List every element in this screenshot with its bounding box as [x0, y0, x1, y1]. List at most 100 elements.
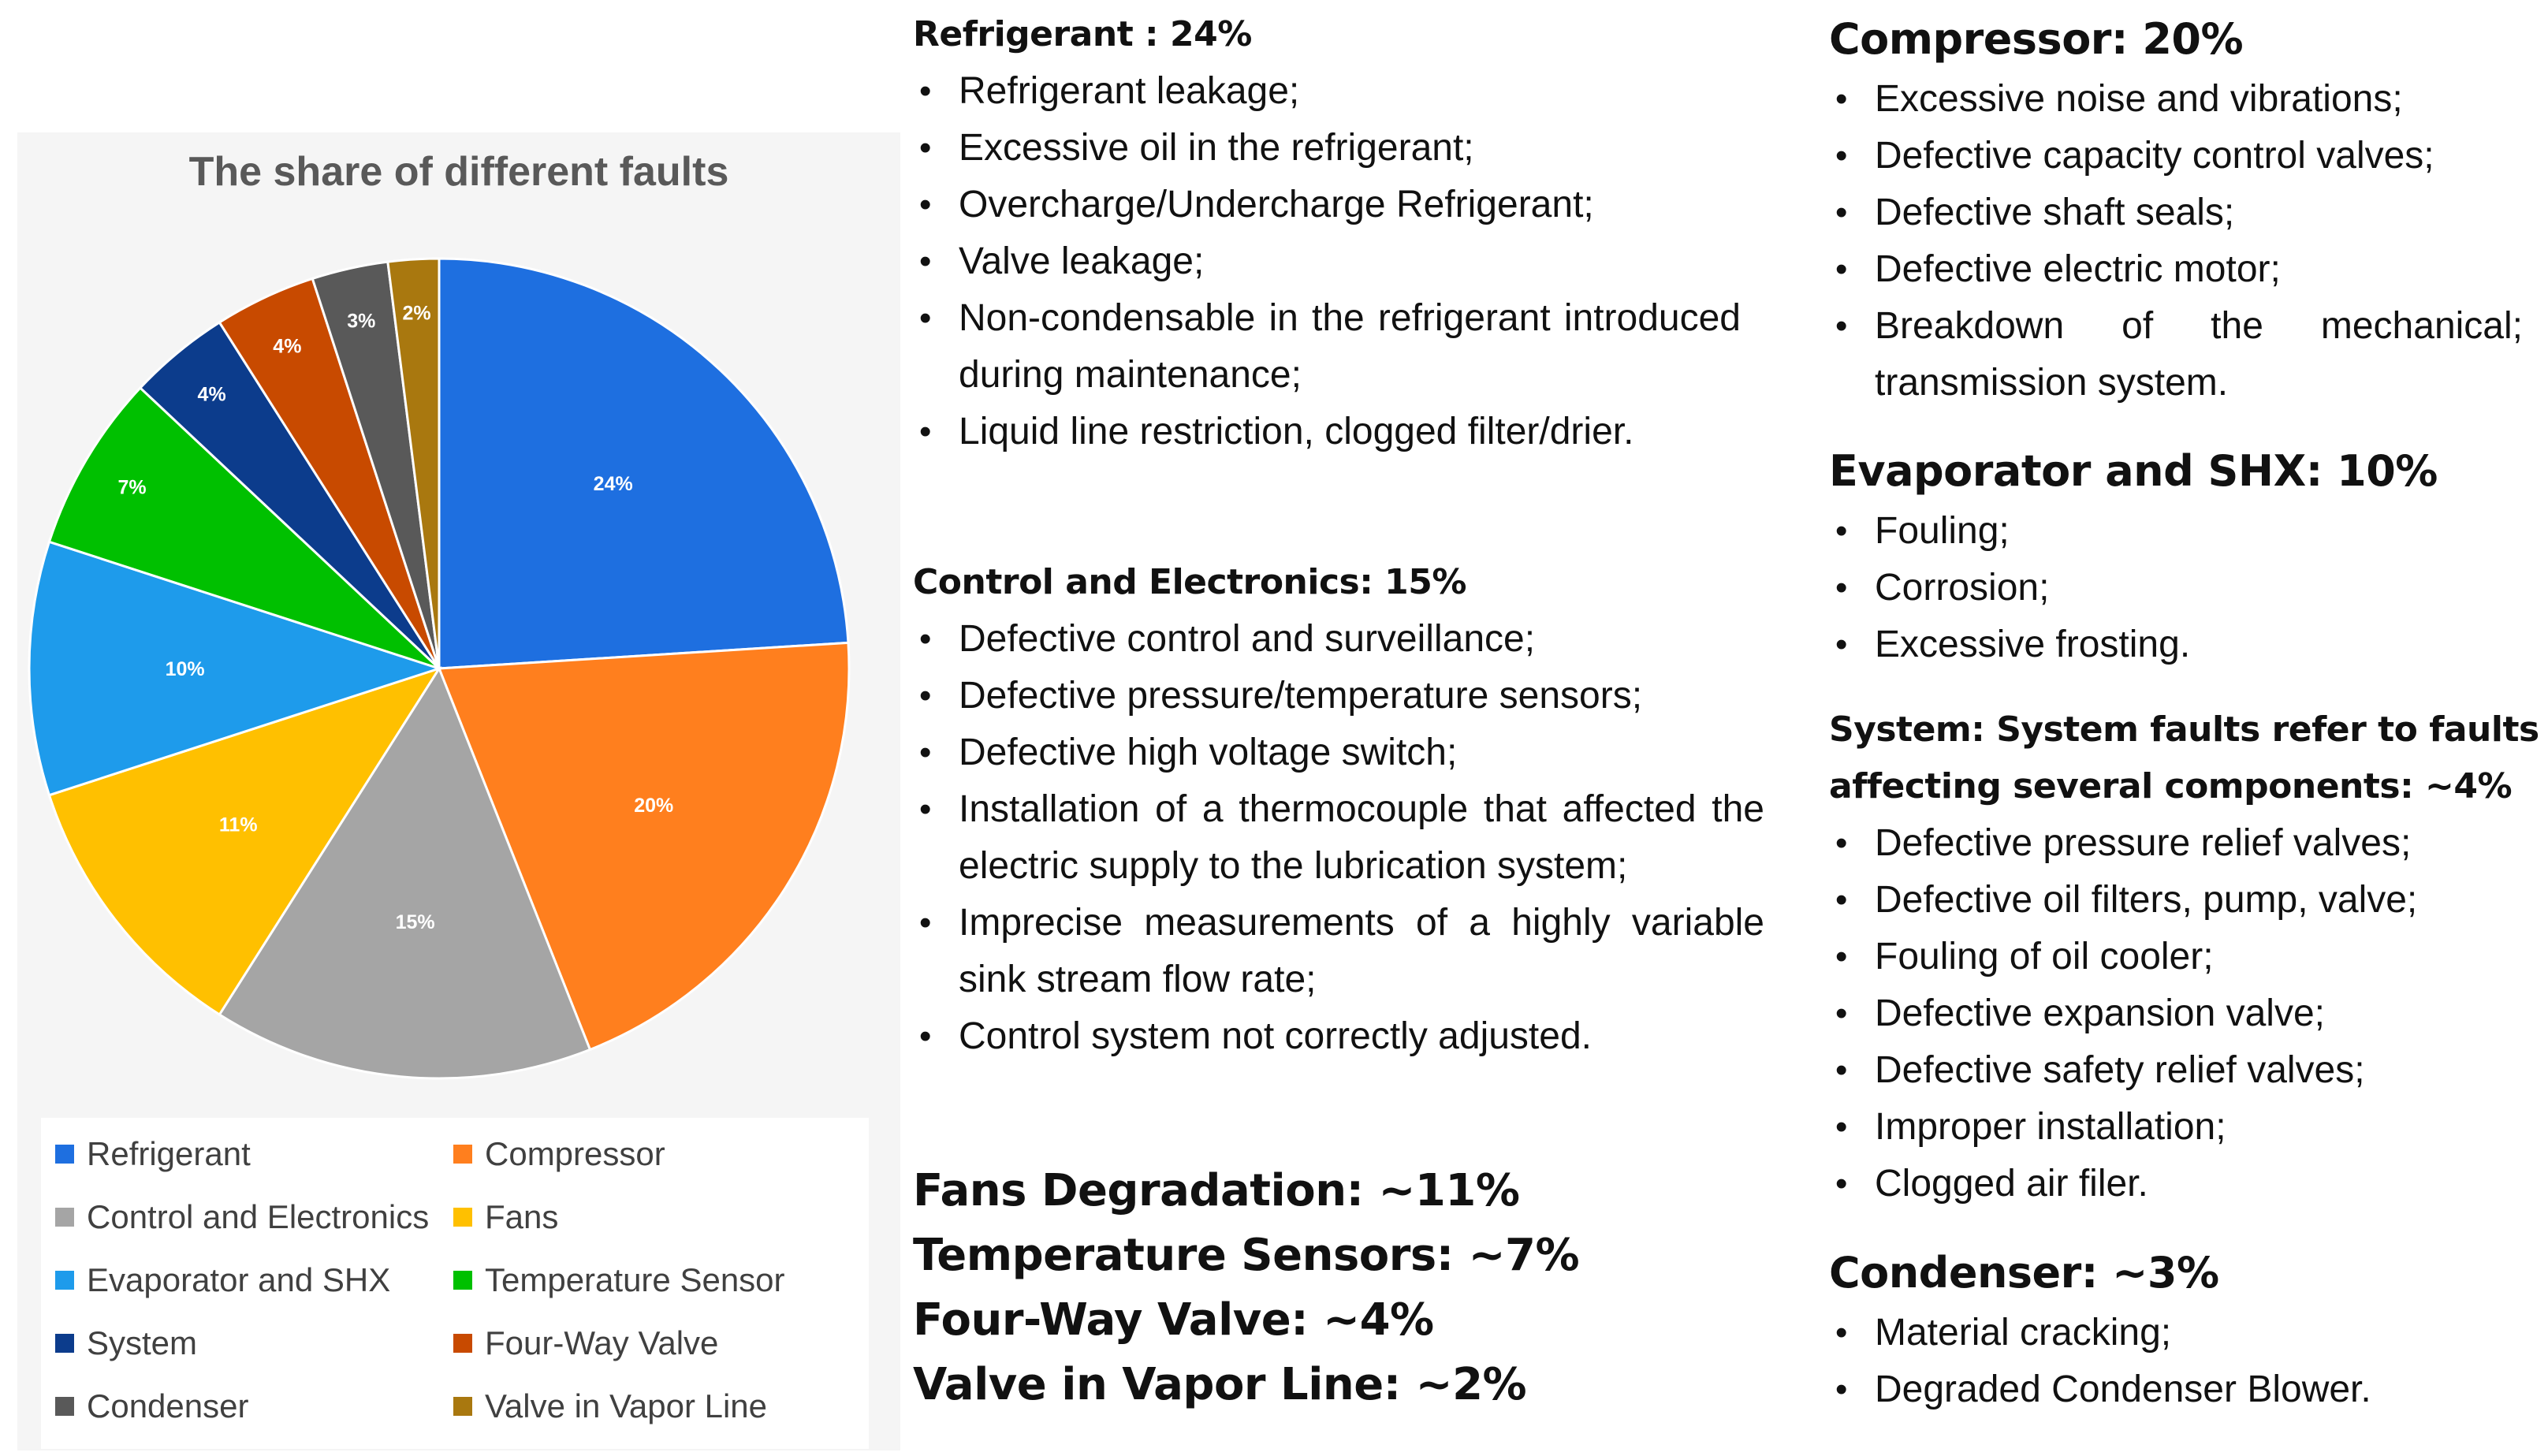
refrigerant-item: Excessive oil in the refrigerant; [913, 120, 1741, 177]
control-item: Defective pressure/temperature sensors; [913, 668, 1764, 724]
pie-slice-label: 2% [403, 302, 431, 324]
compressor-section: Compressor: 20% Excessive noise and vibr… [1829, 8, 2542, 411]
legend-swatch [55, 1208, 74, 1227]
legend-item: Compressor [439, 1123, 837, 1186]
chart-title: The share of different faults [188, 149, 729, 195]
refrigerant-item: Overcharge/Undercharge Refrigerant; [913, 177, 1741, 233]
legend-item: Four-Way Valve [439, 1312, 837, 1375]
legend-item: Valve in Vapor Line [439, 1375, 837, 1438]
pie-slice-refrigerant [438, 257, 850, 670]
compressor-item: Defective capacity control valves; [1829, 128, 2523, 184]
pie-slice-control-and-electronics [218, 665, 592, 1080]
chart-legend: Refrigerant Compressor Control and Electro… [41, 1118, 869, 1449]
legend-item: Temperature Sensor [439, 1249, 837, 1312]
legend-item: Refrigerant [41, 1123, 439, 1186]
compressor-item: Breakdown of the mechanical; transmissio… [1829, 298, 2523, 411]
legend-item: Fans [439, 1186, 837, 1249]
refrigerant-item: Valve leakage; [913, 233, 1741, 290]
system-item: Defective oil filters, pump, valve; [1829, 872, 2542, 929]
legend-swatch [55, 1334, 74, 1353]
pie-slice-label: 7% [118, 477, 147, 499]
legend-swatch [453, 1397, 472, 1416]
evaporator-list: Fouling;Corrosion;Excessive frosting. [1829, 503, 2542, 673]
legend-label: Condenser [87, 1387, 249, 1424]
legend-label: Control and Electronics [87, 1198, 430, 1235]
legend-label: Evaporator and SHX [87, 1261, 391, 1298]
system-item: Defective pressure relief valves; [1829, 815, 2542, 872]
pie-slice-label: 3% [347, 310, 375, 332]
compressor-list: Excessive noise and vibrations;Defective… [1829, 71, 2523, 411]
legend-swatch [453, 1271, 472, 1290]
control-item: Control system not correctly adjusted. [913, 1008, 1764, 1065]
pie-chart-panel: The share of different faults 24% 20% 15% 1… [17, 132, 900, 1450]
legend-item: Control and Electronics [41, 1186, 439, 1249]
system-item: Clogged air filer. [1829, 1156, 2542, 1212]
condenser-section: Condenser: ~3% Material cracking;Degrade… [1829, 1242, 2542, 1418]
system-list: Defective pressure relief valves;Defecti… [1829, 815, 2542, 1212]
temperature-sensors-line: Temperature Sensors: ~7% [913, 1230, 1580, 1281]
legend-swatch [453, 1334, 472, 1353]
condenser-item: Degraded Condenser Blower. [1829, 1361, 2542, 1418]
legend-swatch [55, 1145, 74, 1164]
pie-slice-label: 24% [594, 473, 633, 495]
control-heading: Control and Electronics: 15% [913, 562, 1466, 602]
legend-label: Valve in Vapor Line [485, 1387, 768, 1424]
refrigerant-item: Liquid line restriction, clogged filter/… [913, 404, 1741, 460]
legend-label: System [87, 1324, 198, 1361]
evaporator-item: Fouling; [1829, 503, 2542, 560]
compressor-heading: Compressor: 20% [1829, 14, 2244, 64]
condenser-heading: Condenser: ~3% [1829, 1248, 2219, 1298]
compressor-item: Excessive noise and vibrations; [1829, 71, 2523, 128]
compressor-item: Defective electric motor; [1829, 241, 2523, 298]
pie-slice-evaporator-and-shx [28, 540, 443, 797]
valve-vapor-line-line: Valve in Vapor Line: ~2% [913, 1359, 1527, 1410]
pie-slice-label: 15% [396, 911, 435, 933]
legend-swatch [453, 1208, 472, 1227]
pie-slice-compressor [437, 641, 851, 1052]
system-item: Defective safety relief valves; [1829, 1042, 2542, 1099]
legend-item: Condenser [41, 1375, 439, 1438]
refrigerant-section: Refrigerant : 24% Refrigerant leakage;Ex… [913, 6, 1764, 460]
pie-chart: 24% 20% 15% 11% 10% 7% 4% 4% 3% 2% [28, 257, 851, 1080]
refrigerant-item: Refrigerant leakage; [913, 63, 1741, 120]
refrigerant-list: Refrigerant leakage;Excessive oil in the… [913, 63, 1741, 460]
system-section: System: System faults refer to faults af… [1829, 702, 2542, 1212]
control-item: Installation of a thermocouple that affe… [913, 781, 1764, 895]
system-heading-line2: affecting several components: ~4% [1829, 766, 2513, 806]
legend-item: Evaporator and SHX [41, 1249, 439, 1312]
system-item: Defective expansion valve; [1829, 985, 2542, 1042]
system-item: Improper installation; [1829, 1099, 2542, 1156]
pie-slice-label: 20% [634, 795, 673, 817]
legend-label: Refrigerant [87, 1135, 251, 1172]
legend-swatch [55, 1397, 74, 1416]
evaporator-heading: Evaporator and SHX: 10% [1829, 446, 2438, 496]
evaporator-section: Evaporator and SHX: 10% Fouling;Corrosio… [1829, 440, 2542, 673]
control-item: Defective control and surveillance; [913, 611, 1764, 668]
legend-label: Four-Way Valve [485, 1324, 719, 1361]
legend-item: System [41, 1312, 439, 1375]
evaporator-item: Corrosion; [1829, 560, 2542, 616]
four-way-valve-line: Four-Way Valve: ~4% [913, 1294, 1434, 1346]
fans-degradation-line: Fans Degradation: ~11% [913, 1165, 1520, 1216]
pie-slice-temperature-sensor [47, 385, 441, 670]
legend-label: Fans [485, 1198, 559, 1235]
legend-label: Temperature Sensor [485, 1261, 785, 1298]
condenser-list: Material cracking;Degraded Condenser Blo… [1829, 1305, 2542, 1418]
pie-slice-label: 4% [273, 336, 301, 358]
pie-slice-valve-in-vapor-line [386, 257, 441, 669]
system-item: Fouling of oil cooler; [1829, 929, 2542, 985]
legend-swatch [55, 1271, 74, 1290]
compressor-item: Defective shaft seals; [1829, 184, 2523, 241]
refrigerant-item: Non-condensable in the refrigerant intro… [913, 290, 1741, 404]
system-heading-line1: System: System faults refer to faults [1829, 709, 2539, 750]
control-item: Imprecise measurements of a highly varia… [913, 895, 1764, 1008]
refrigerant-heading: Refrigerant : 24% [913, 14, 1252, 54]
evaporator-item: Excessive frosting. [1829, 616, 2542, 673]
legend-swatch [453, 1145, 472, 1164]
pie-slice-label: 10% [166, 658, 205, 680]
legend-label: Compressor [485, 1135, 665, 1172]
control-item: Defective high voltage switch; [913, 724, 1764, 781]
condenser-item: Material cracking; [1829, 1305, 2542, 1361]
control-section: Control and Electronics: 15% Defective c… [913, 554, 1764, 1065]
pie-slice-label: 11% [219, 814, 258, 836]
